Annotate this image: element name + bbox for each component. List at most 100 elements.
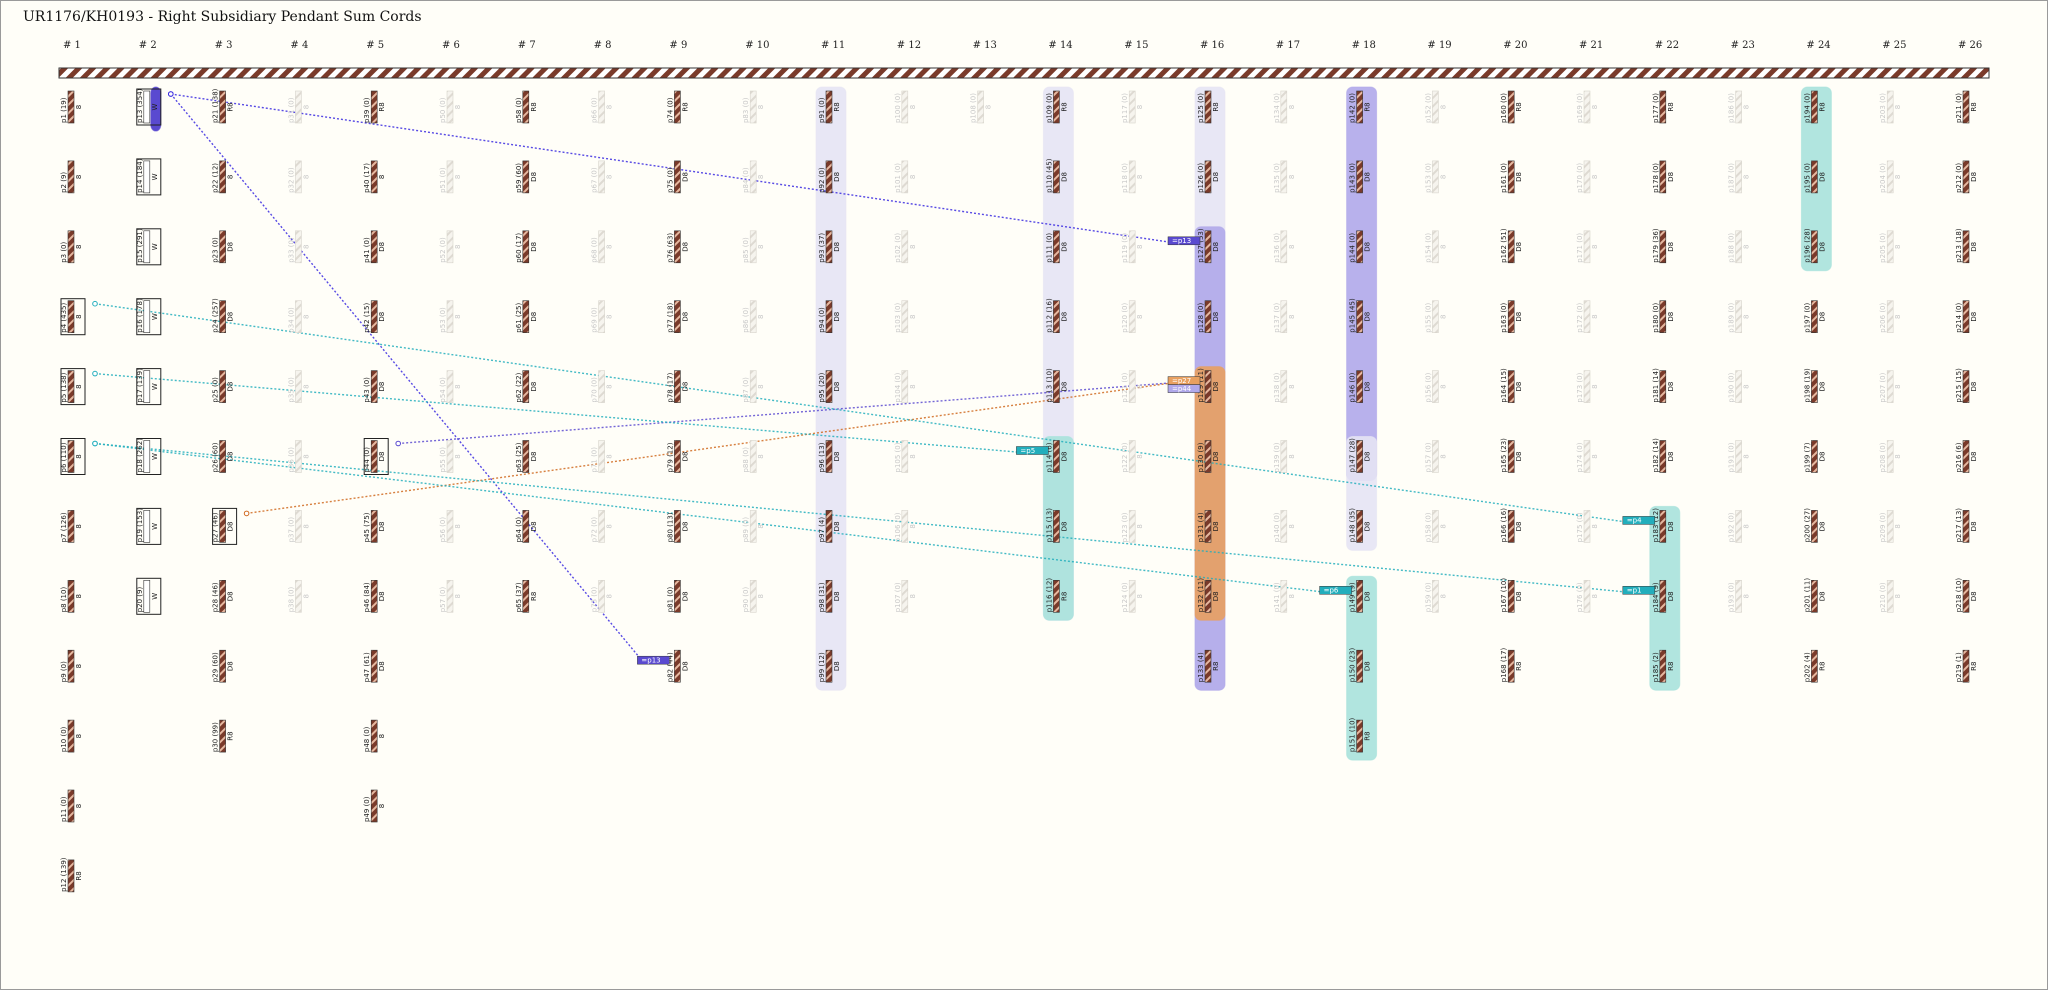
pendant-cord[interactable]: p41 (0) D8 <box>363 230 386 264</box>
pendant-cord[interactable]: p125 (0) R8 <box>1197 90 1220 124</box>
pendant-cord[interactable]: p129 (11) D8 <box>1197 368 1220 403</box>
pendant-cord[interactable]: p166 (16) D8 <box>1500 508 1523 543</box>
pendant-cord[interactable]: p138 (0) 8 <box>1273 370 1296 403</box>
pendant-cord[interactable]: p67 (0) 8 <box>591 160 614 194</box>
pendant-cord[interactable]: p112 (16) D8 <box>1045 298 1068 334</box>
pendant-cord[interactable]: p152 (0) 8 <box>1424 90 1447 124</box>
pendant-cord[interactable]: p208 (0) 8 <box>1879 440 1902 473</box>
pendant-cord[interactable]: p108 (0) 8 <box>970 90 993 124</box>
pendant-cord[interactable]: p25 (0) D8 <box>212 370 235 403</box>
pendant-cord[interactable]: p11 (0) 8 <box>60 789 83 823</box>
pendant-cord[interactable]: p22 (12) 8 <box>212 160 235 194</box>
pendant-cord[interactable]: p219 (1) R8 <box>1955 649 1978 683</box>
pendant-cord[interactable]: p142 (0) R8 <box>1349 90 1372 124</box>
pendant-cord[interactable]: p31 (0) 8 <box>287 90 310 124</box>
pendant-cord[interactable]: p180 (0) D8 <box>1652 300 1675 334</box>
pendant-cord[interactable]: p75 (0) D8 <box>666 160 689 194</box>
pendant-cord[interactable]: p21 (138) R8 <box>212 88 235 124</box>
pendant-cord[interactable]: p168 (17) R8 <box>1500 648 1523 683</box>
pendant-cord[interactable]: p15 (291) W <box>136 228 162 266</box>
pendant-cord[interactable]: p51 (0) 8 <box>439 160 462 194</box>
pendant-cord[interactable]: p47 (61) D8 <box>363 649 386 683</box>
pendant-cord[interactable]: p19 (153) W <box>136 508 162 545</box>
pendant-cord[interactable]: p122 (0) 8 <box>1121 440 1144 473</box>
pendant-cord[interactable]: p209 (0) 8 <box>1879 510 1902 543</box>
pointer-tag[interactable]: =p6 <box>1319 586 1352 595</box>
pendant-cord[interactable]: p132 (11) D8 <box>1197 578 1220 613</box>
pendant-cord[interactable]: p96 (13) D8 <box>818 440 841 473</box>
pendant-cord[interactable]: p141 (0) 8 <box>1273 579 1296 613</box>
pointer-tag[interactable]: =p44 <box>1167 384 1201 393</box>
pendant-cord[interactable]: p93 (37) D8 <box>818 230 841 264</box>
pendant-cord[interactable]: p212 (0) D8 <box>1955 160 1978 194</box>
pendant-cord[interactable]: p135 (0) 8 <box>1273 160 1296 194</box>
pendant-cord[interactable]: p84 (0) 8 <box>742 160 765 194</box>
pendant-cord[interactable]: p145 (45) D8 <box>1349 298 1372 334</box>
pendant-cord[interactable]: p43 (0) D8 <box>363 370 386 403</box>
pendant-cord[interactable]: p121 (0) 8 <box>1121 370 1144 403</box>
pendant-cord[interactable]: p162 (51) D8 <box>1500 228 1523 264</box>
pointer-tag[interactable]: =p27 <box>1167 376 1201 385</box>
pendant-cord[interactable]: p171 (0) 8 <box>1576 230 1599 264</box>
pendant-cord[interactable]: p130 (9) D8 <box>1197 440 1220 473</box>
pendant-cord[interactable]: p50 (0) 8 <box>439 90 462 124</box>
pendant-cord[interactable]: p105 (0) 8 <box>894 440 917 473</box>
pendant-cord[interactable]: p54 (0) 8 <box>439 370 462 403</box>
pendant-cord[interactable]: p178 (0) D8 <box>1652 160 1675 194</box>
pendant-cord[interactable]: p32 (0) 8 <box>287 160 310 194</box>
pendant-cord[interactable]: p66 (0) 8 <box>591 90 614 124</box>
pendant-cord[interactable]: p196 (28) D8 <box>1803 228 1826 264</box>
pendant-cord[interactable]: p102 (0) 8 <box>894 230 917 264</box>
pendant-cord[interactable]: p155 (0) 8 <box>1424 300 1447 334</box>
pendant-cord[interactable]: p172 (0) 8 <box>1576 300 1599 334</box>
pendant-cord[interactable]: p126 (0) D8 <box>1197 160 1220 194</box>
pendant-cord[interactable]: p191 (0) 8 <box>1728 440 1751 473</box>
pendant-cord[interactable]: p38 (0) 8 <box>287 579 310 613</box>
pendant-cord[interactable]: p59 (60) D8 <box>515 160 538 194</box>
pendant-cord[interactable]: p37 (0) 8 <box>287 510 310 543</box>
pendant-cord[interactable]: p99 (12) D8 <box>818 649 841 683</box>
pendant-cord[interactable]: p70 (0) 8 <box>591 370 614 403</box>
pendant-cord[interactable]: p26 (60) D8 <box>212 440 235 473</box>
pendant-cord[interactable]: p202 (4) R8 <box>1803 649 1826 683</box>
pendant-cord[interactable]: p6 (110) 8 <box>60 438 86 475</box>
pendant-cord[interactable]: p147 (28) D8 <box>1349 438 1372 473</box>
pendant-cord[interactable]: p216 (6) D8 <box>1955 440 1978 473</box>
pendant-cord[interactable]: p103 (0) 8 <box>894 300 917 334</box>
pendant-cord[interactable]: p1 (19) 8 <box>60 90 83 124</box>
pendant-cord[interactable]: p64 (0) D8 <box>515 510 538 543</box>
pendant-cord[interactable]: p45 (75) D8 <box>363 510 386 543</box>
pendant-cord[interactable]: p185 (2) R8 <box>1652 649 1675 683</box>
pendant-cord[interactable]: p186 (0) 8 <box>1728 90 1751 124</box>
pendant-cord[interactable]: p24 (257) D8 <box>212 298 235 334</box>
pendant-cord[interactable]: p58 (0) R8 <box>515 90 538 124</box>
pendant-cord[interactable]: p194 (0) R8 <box>1803 90 1826 124</box>
pointer-tag[interactable]: =p5 <box>1016 446 1049 455</box>
pendant-cord[interactable]: p167 (10) D8 <box>1500 578 1523 613</box>
pendant-cord[interactable]: p205 (0) 8 <box>1879 230 1902 264</box>
pendant-cord[interactable]: p12 (139) R8 <box>60 857 83 893</box>
pendant-cord[interactable]: p74 (0) R8 <box>666 90 689 124</box>
pendant-cord[interactable]: p211 (0) R8 <box>1955 90 1978 124</box>
pendant-cord[interactable]: p120 (0) 8 <box>1121 300 1144 334</box>
pendant-cord[interactable]: p124 (0) 8 <box>1121 579 1144 613</box>
pendant-cord[interactable]: p179 (36) D8 <box>1652 228 1675 264</box>
pendant-cord[interactable]: p127 (53) D8 <box>1197 228 1220 264</box>
pendant-cord[interactable]: p52 (0) 8 <box>439 230 462 264</box>
pendant-cord[interactable]: p69 (0) 8 <box>591 300 614 334</box>
pendant-cord[interactable]: p104 (0) 8 <box>894 370 917 403</box>
pendant-cord[interactable]: p3 (0) 8 <box>60 230 83 264</box>
pendant-cord[interactable]: p128 (0) D8 <box>1197 300 1220 334</box>
pendant-cord[interactable]: p134 (0) 8 <box>1273 90 1296 124</box>
pendant-cord[interactable]: p154 (0) 8 <box>1424 230 1447 264</box>
pendant-cord[interactable]: p123 (0) 8 <box>1121 510 1144 543</box>
pendant-cord[interactable]: p144 (0) D8 <box>1349 230 1372 264</box>
pendant-cord[interactable]: p56 (0) 8 <box>439 510 462 543</box>
pendant-cord[interactable]: p76 (63) D8 <box>666 230 689 264</box>
pendant-cord[interactable]: p158 (0) 8 <box>1424 510 1447 543</box>
pendant-cord[interactable]: p71 (0) 8 <box>591 440 614 473</box>
pendant-cord[interactable]: p77 (18) D8 <box>666 300 689 334</box>
pendant-cord[interactable]: p89 (0) 8 <box>742 510 765 543</box>
pendant-cord[interactable]: p161 (0) D8 <box>1500 160 1523 194</box>
pendant-cord[interactable]: p119 (0) 8 <box>1121 230 1144 264</box>
